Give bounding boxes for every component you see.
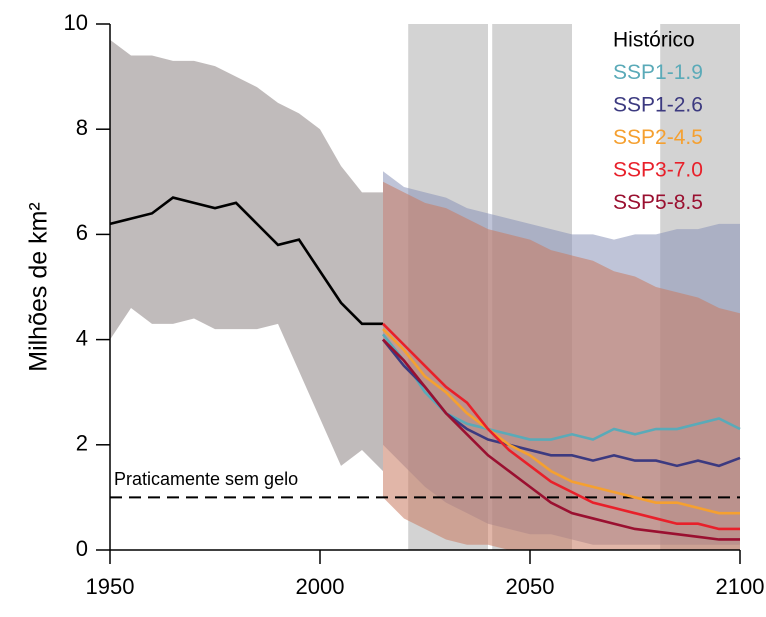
y-tick-label: 0 bbox=[76, 536, 88, 561]
legend-label: SSP5-8.5 bbox=[613, 191, 703, 214]
series-line bbox=[109, 196, 383, 326]
y-tick-label: 4 bbox=[76, 325, 88, 350]
y-tick-label: 6 bbox=[76, 220, 88, 245]
legend-label: Histórico bbox=[613, 29, 695, 52]
legend-label: SSP3-7.0 bbox=[613, 159, 703, 182]
annotation: Praticamente sem gelo bbox=[114, 469, 298, 489]
legend-label: SSP1-1.9 bbox=[613, 61, 703, 84]
uncertainty-band bbox=[383, 181, 740, 551]
legend-label: SSP1-2.6 bbox=[613, 94, 703, 117]
y-tick-label: 2 bbox=[76, 431, 88, 456]
x-tick-label: 2050 bbox=[506, 574, 555, 599]
uncertainty-band bbox=[110, 39, 383, 472]
series-line bbox=[382, 328, 740, 515]
y-tick-label: 10 bbox=[64, 10, 88, 35]
legend-label: SSP2-4.5 bbox=[613, 126, 703, 149]
series-line bbox=[382, 322, 740, 531]
x-tick-label: 2100 bbox=[716, 574, 765, 599]
x-tick-label: 2000 bbox=[296, 574, 345, 599]
series-line bbox=[382, 338, 740, 541]
x-tick-label: 1950 bbox=[86, 574, 135, 599]
y-tick-label: 8 bbox=[76, 115, 88, 140]
y-axis-label: Milhões de km² bbox=[25, 202, 53, 372]
